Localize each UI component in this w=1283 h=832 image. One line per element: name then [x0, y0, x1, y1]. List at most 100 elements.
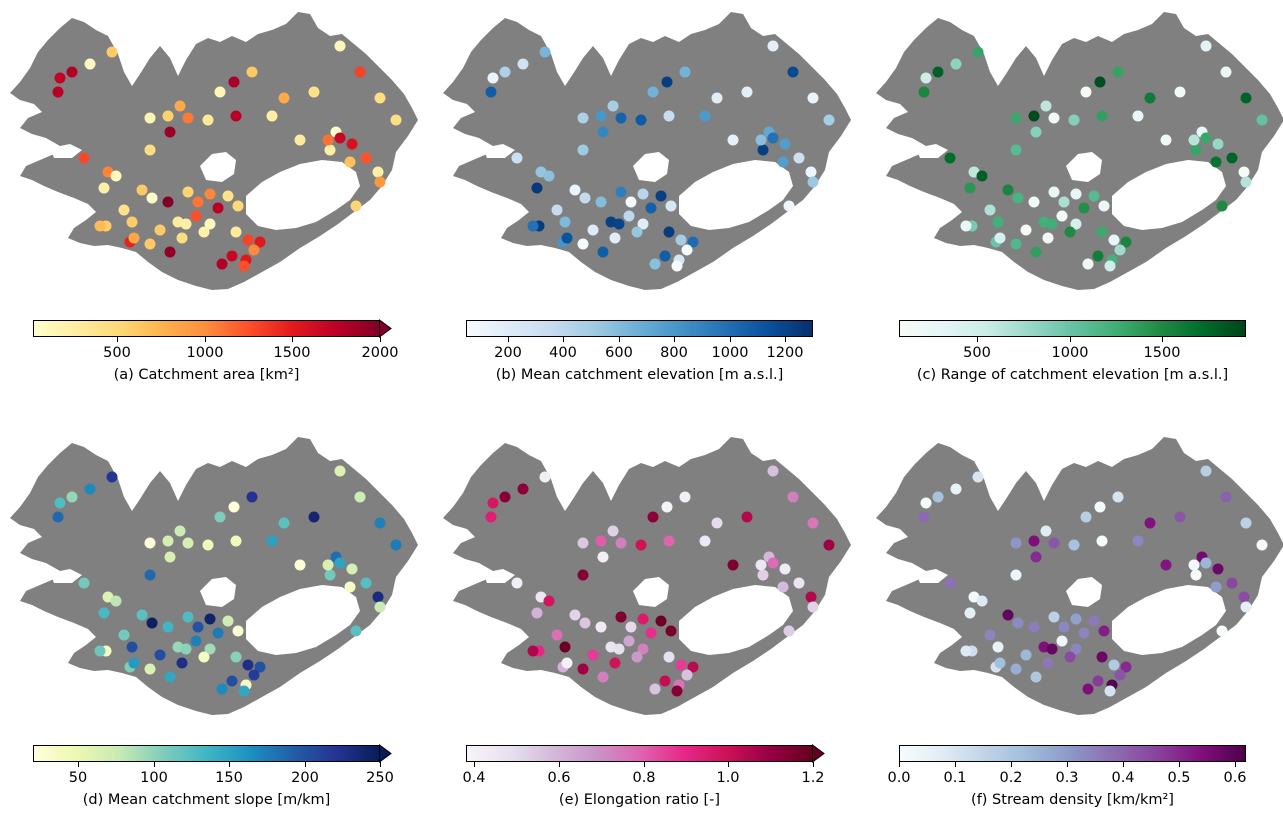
- station-marker: [783, 625, 795, 637]
- station-marker: [94, 645, 106, 657]
- station-marker: [597, 671, 609, 683]
- colorbar-tick: [474, 762, 475, 767]
- station-marker: [637, 643, 649, 655]
- station-marker: [577, 144, 589, 156]
- station-marker: [230, 535, 242, 547]
- station-marker: [1132, 535, 1144, 547]
- langjokull-glacier: [633, 577, 669, 607]
- station-marker: [577, 238, 589, 250]
- colorbar-tick-label: 0.1: [943, 770, 967, 786]
- station-marker: [176, 232, 188, 244]
- colorbar: 500 1000 1500 (c) Range of catchment elevat…: [866, 0, 1283, 407]
- station-marker: [308, 86, 320, 98]
- station-marker: [1144, 517, 1156, 529]
- station-marker: [647, 511, 659, 523]
- langjokull-glacier: [1066, 152, 1102, 182]
- station-marker: [577, 112, 589, 124]
- colorbar-tick: [1070, 337, 1071, 342]
- station-marker: [559, 216, 571, 228]
- station-marker: [671, 685, 683, 697]
- station-marker: [1048, 112, 1060, 124]
- station-marker: [1070, 613, 1082, 625]
- colorbar: 0.4 0.6 0.8 1.0 1.2 (e) Elongation ratio [-]: [433, 425, 863, 832]
- station-marker: [1098, 625, 1110, 637]
- station-marker: [994, 657, 1006, 669]
- station-marker: [144, 144, 156, 156]
- station-marker: [1096, 226, 1108, 238]
- station-marker: [278, 92, 290, 104]
- station-marker: [202, 539, 214, 551]
- station-marker: [777, 156, 789, 168]
- station-marker: [1240, 517, 1252, 529]
- colorbar-tick-label: 1.0: [716, 770, 740, 786]
- station-marker: [162, 621, 174, 633]
- station-marker: [699, 110, 711, 122]
- station-marker: [665, 200, 677, 212]
- station-marker: [1226, 577, 1238, 589]
- station-marker: [204, 613, 216, 625]
- station-marker: [204, 188, 216, 200]
- station-marker: [984, 629, 996, 641]
- station-marker: [615, 611, 627, 623]
- station-marker: [226, 675, 238, 687]
- station-marker: [154, 649, 166, 661]
- station-marker: [1256, 539, 1268, 551]
- station-marker: [944, 152, 956, 164]
- station-marker: [216, 258, 228, 270]
- station-marker: [607, 525, 619, 537]
- colorbar-label: (e) Elongation ratio [-]: [558, 792, 721, 808]
- station-marker: [1216, 200, 1228, 212]
- colorbar-tick: [380, 337, 381, 342]
- station-marker: [266, 110, 278, 122]
- station-marker: [1056, 635, 1068, 647]
- colorbar-tick-label: 500: [103, 345, 131, 361]
- station-marker: [918, 86, 930, 98]
- station-marker: [1046, 643, 1058, 655]
- colorbar-tick: [644, 762, 645, 767]
- station-marker: [174, 100, 186, 112]
- station-marker: [322, 559, 334, 571]
- station-marker: [1190, 144, 1202, 156]
- station-marker: [1108, 659, 1120, 671]
- station-marker: [162, 110, 174, 122]
- station-marker: [1120, 661, 1132, 673]
- station-marker: [232, 200, 244, 212]
- station-marker: [144, 569, 156, 581]
- station-marker: [1010, 238, 1022, 250]
- station-marker: [755, 134, 767, 146]
- station-marker: [1174, 511, 1186, 523]
- station-marker: [1010, 144, 1022, 156]
- station-marker: [324, 569, 336, 581]
- station-marker: [98, 607, 110, 619]
- station-marker: [595, 196, 607, 208]
- station-marker: [625, 621, 637, 633]
- station-marker: [757, 569, 769, 581]
- station-marker: [687, 661, 699, 673]
- iceland-map: [876, 12, 1283, 290]
- station-marker: [527, 220, 539, 232]
- station-marker: [1190, 569, 1202, 581]
- iceland-map: [10, 12, 418, 290]
- station-marker: [162, 535, 174, 547]
- station-marker: [1058, 196, 1070, 208]
- station-marker: [551, 204, 563, 216]
- colorbar-tick-label: 200: [494, 345, 522, 361]
- station-marker: [180, 643, 192, 655]
- station-marker: [1200, 557, 1212, 569]
- station-marker: [527, 645, 539, 657]
- station-marker: [192, 196, 204, 208]
- station-marker: [334, 132, 346, 144]
- station-marker: [569, 609, 581, 621]
- station-marker: [976, 170, 988, 182]
- station-marker: [805, 166, 817, 178]
- station-marker: [230, 110, 242, 122]
- station-marker: [984, 204, 996, 216]
- station-marker: [531, 607, 543, 619]
- station-marker: [176, 657, 188, 669]
- station-marker: [663, 110, 675, 122]
- colorbar-tick-label: 600: [605, 345, 633, 361]
- colorbar-tick: [563, 337, 564, 342]
- station-marker: [511, 577, 523, 589]
- station-marker: [192, 621, 204, 633]
- vatnajokull-glacier: [246, 585, 360, 655]
